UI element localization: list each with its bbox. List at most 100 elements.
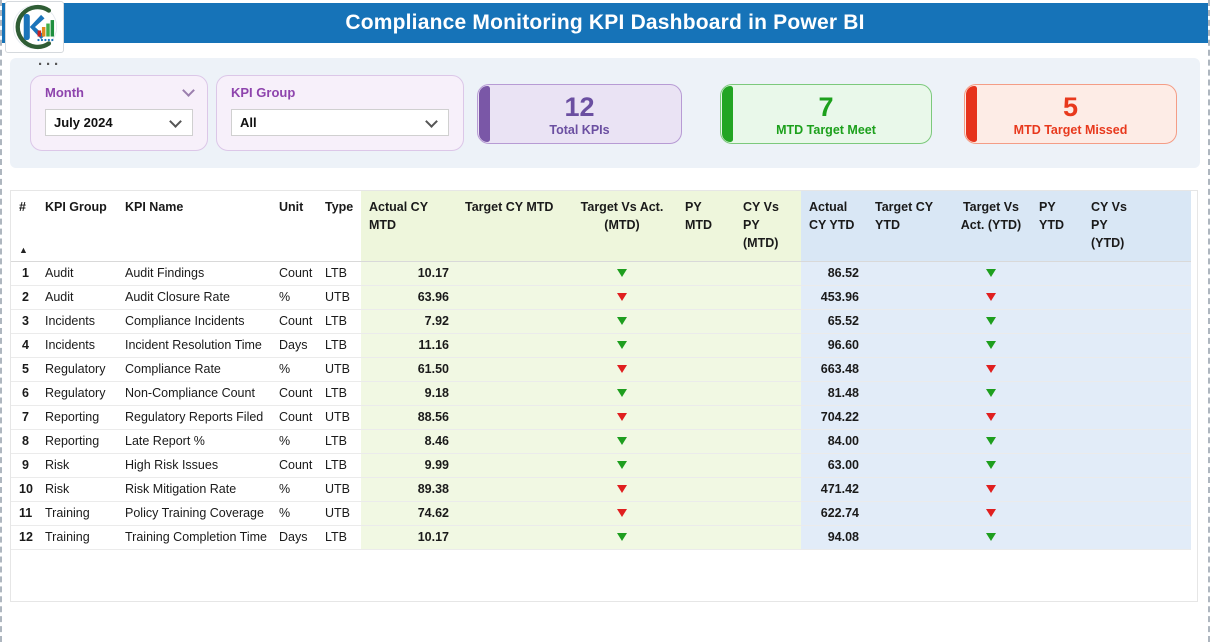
cell-name: Non-Compliance Count bbox=[117, 381, 271, 406]
cell-tva_mtd bbox=[567, 405, 677, 430]
target-meet-triangle-icon bbox=[617, 317, 627, 325]
cell-cy_vs_py_ytd bbox=[1083, 261, 1141, 286]
cell-actual_cy_ytd: 65.52 bbox=[801, 309, 867, 334]
column-header-tva_mtd[interactable]: Target Vs Act. (MTD) bbox=[567, 191, 677, 262]
cell-group: Incidents bbox=[37, 333, 117, 358]
cell-filler bbox=[1141, 357, 1191, 382]
cell-target_cy_mtd bbox=[457, 381, 567, 406]
table-row[interactable]: 1 Audit Audit Findings Count LTB 10.17 86.52 bbox=[11, 261, 1191, 286]
table-header-row: # ▲ KPI Group KPI Name Unit Type Actual CY MTD… bbox=[11, 191, 1191, 262]
column-header-tva_ytd[interactable]: Target Vs Act. (YTD) bbox=[951, 191, 1031, 262]
sort-ascending-icon[interactable]: ▲ bbox=[19, 245, 28, 256]
cell-actual_cy_mtd: 8.46 bbox=[361, 429, 457, 454]
cell-n: 1 bbox=[11, 261, 37, 286]
target-missed-triangle-icon bbox=[986, 293, 996, 301]
cell-n: 2 bbox=[11, 285, 37, 310]
table-row[interactable]: 7 Reporting Regulatory Reports Filed Count U… bbox=[11, 405, 1191, 430]
cell-type: UTB bbox=[317, 405, 361, 430]
cell-tva_ytd bbox=[951, 429, 1031, 454]
table-row[interactable]: 9 Risk High Risk Issues Count LTB 9.99 63.00 bbox=[11, 453, 1191, 478]
cell-py_mtd bbox=[677, 285, 735, 310]
cell-group: Incidents bbox=[37, 309, 117, 334]
cell-target_cy_ytd bbox=[867, 333, 951, 358]
cell-n: 11 bbox=[11, 501, 37, 526]
column-header-target_cy_mtd[interactable]: Target CY MTD bbox=[457, 191, 567, 262]
column-header-cy_vs_py_mtd[interactable]: CY Vs PY (MTD) bbox=[735, 191, 801, 262]
column-header-name[interactable]: KPI Name bbox=[117, 191, 271, 262]
column-header-target_cy_ytd[interactable]: Target CY YTD bbox=[867, 191, 951, 262]
target-missed-triangle-icon bbox=[617, 365, 627, 373]
cell-py_mtd bbox=[677, 477, 735, 502]
cell-cy_vs_py_mtd bbox=[735, 381, 801, 406]
page-title: Compliance Monitoring KPI Dashboard in P… bbox=[345, 11, 865, 34]
table-row[interactable]: 11 Training Policy Training Coverage% UTB 74… bbox=[11, 501, 1191, 526]
column-header-py_ytd[interactable]: PY YTD bbox=[1031, 191, 1083, 262]
cell-py_ytd bbox=[1031, 477, 1083, 502]
cell-target_cy_mtd bbox=[457, 309, 567, 334]
column-header-unit[interactable]: Unit bbox=[271, 191, 317, 262]
cell-cy_vs_py_mtd bbox=[735, 525, 801, 550]
cell-name: Incident Resolution Time bbox=[117, 333, 271, 358]
cell-actual_cy_mtd: 61.50 bbox=[361, 357, 457, 382]
table-row[interactable]: 8 Reporting Late Report %% LTB 8.46 84.00 bbox=[11, 429, 1191, 454]
cell-tva_mtd bbox=[567, 477, 677, 502]
kpi-table-panel: # ▲ KPI Group KPI Name Unit Type Actual CY MTD… bbox=[10, 190, 1198, 602]
cell-target_cy_ytd bbox=[867, 525, 951, 550]
target-meet-triangle-icon bbox=[986, 341, 996, 349]
cell-type: UTB bbox=[317, 285, 361, 310]
cell-actual_cy_mtd: 7.92 bbox=[361, 309, 457, 334]
cell-unit: % bbox=[271, 357, 317, 382]
target-meet-triangle-icon bbox=[617, 341, 627, 349]
kpi-group-dropdown[interactable]: All bbox=[231, 109, 449, 136]
table-row[interactable]: 5 Regulatory Compliance Rate% UTB 61.50 663.4… bbox=[11, 357, 1191, 382]
column-header-actual_cy_mtd[interactable]: Actual CY MTD bbox=[361, 191, 457, 262]
cell-cy_vs_py_ytd bbox=[1083, 333, 1141, 358]
cell-py_mtd bbox=[677, 309, 735, 334]
chevron-down-icon bbox=[169, 115, 182, 128]
column-header-group[interactable]: KPI Group bbox=[37, 191, 117, 262]
more-options-button[interactable]: ··· bbox=[38, 56, 62, 73]
column-header-actual_cy_ytd[interactable]: Actual CY YTD bbox=[801, 191, 867, 262]
cell-actual_cy_ytd: 471.42 bbox=[801, 477, 867, 502]
cell-py_mtd bbox=[677, 261, 735, 286]
cell-tva_mtd bbox=[567, 501, 677, 526]
cell-type: LTB bbox=[317, 309, 361, 334]
table-row[interactable]: 6 Regulatory Non-Compliance Count Count LTB 9… bbox=[11, 381, 1191, 406]
column-header-cy_vs_py_ytd[interactable]: CY Vs PY (YTD) bbox=[1083, 191, 1141, 262]
chevron-down-icon[interactable] bbox=[182, 84, 195, 97]
cell-py_ytd bbox=[1031, 285, 1083, 310]
cell-tva_ytd bbox=[951, 381, 1031, 406]
cell-target_cy_ytd bbox=[867, 261, 951, 286]
table-row[interactable]: 2 Audit Audit Closure Rate% UTB 63.96 453.96 bbox=[11, 285, 1191, 310]
cell-tva_ytd bbox=[951, 357, 1031, 382]
cell-tva_mtd bbox=[567, 261, 677, 286]
target-meet-triangle-icon bbox=[617, 437, 627, 445]
month-dropdown-value: July 2024 bbox=[54, 115, 113, 130]
table-row[interactable]: 3 Incidents Compliance Incidents Count LTB 7.… bbox=[11, 309, 1191, 334]
cell-cy_vs_py_ytd bbox=[1083, 429, 1141, 454]
column-header-n[interactable]: # ▲ bbox=[11, 191, 37, 262]
table-row[interactable]: 4 Incidents Incident Resolution Time Days LT… bbox=[11, 333, 1191, 358]
table-row[interactable]: 10 Risk Risk Mitigation Rate% UTB 89.38 471.4… bbox=[11, 477, 1191, 502]
cell-cy_vs_py_ytd bbox=[1083, 453, 1141, 478]
cell-group: Regulatory bbox=[37, 381, 117, 406]
cell-actual_cy_ytd: 84.00 bbox=[801, 429, 867, 454]
target-missed-triangle-icon bbox=[986, 509, 996, 517]
kpi-group-slicer-label: KPI Group bbox=[231, 85, 296, 100]
month-dropdown[interactable]: July 2024 bbox=[45, 109, 193, 136]
cell-filler bbox=[1141, 429, 1191, 454]
cell-cy_vs_py_mtd bbox=[735, 453, 801, 478]
total-kpis-label: Total KPIs bbox=[549, 122, 610, 137]
cell-cy_vs_py_mtd bbox=[735, 333, 801, 358]
cell-target_cy_mtd bbox=[457, 477, 567, 502]
cell-target_cy_mtd bbox=[457, 525, 567, 550]
cell-tva_mtd bbox=[567, 525, 677, 550]
target-missed-triangle-icon bbox=[986, 413, 996, 421]
column-header-type[interactable]: Type bbox=[317, 191, 361, 262]
table-row[interactable]: 12 Training Training Completion Time Days LT… bbox=[11, 525, 1191, 550]
cell-py_mtd bbox=[677, 453, 735, 478]
column-header-py_mtd[interactable]: PY MTD bbox=[677, 191, 735, 262]
cell-group: Audit bbox=[37, 261, 117, 286]
mtd-target-missed-value: 5 bbox=[1062, 91, 1079, 122]
